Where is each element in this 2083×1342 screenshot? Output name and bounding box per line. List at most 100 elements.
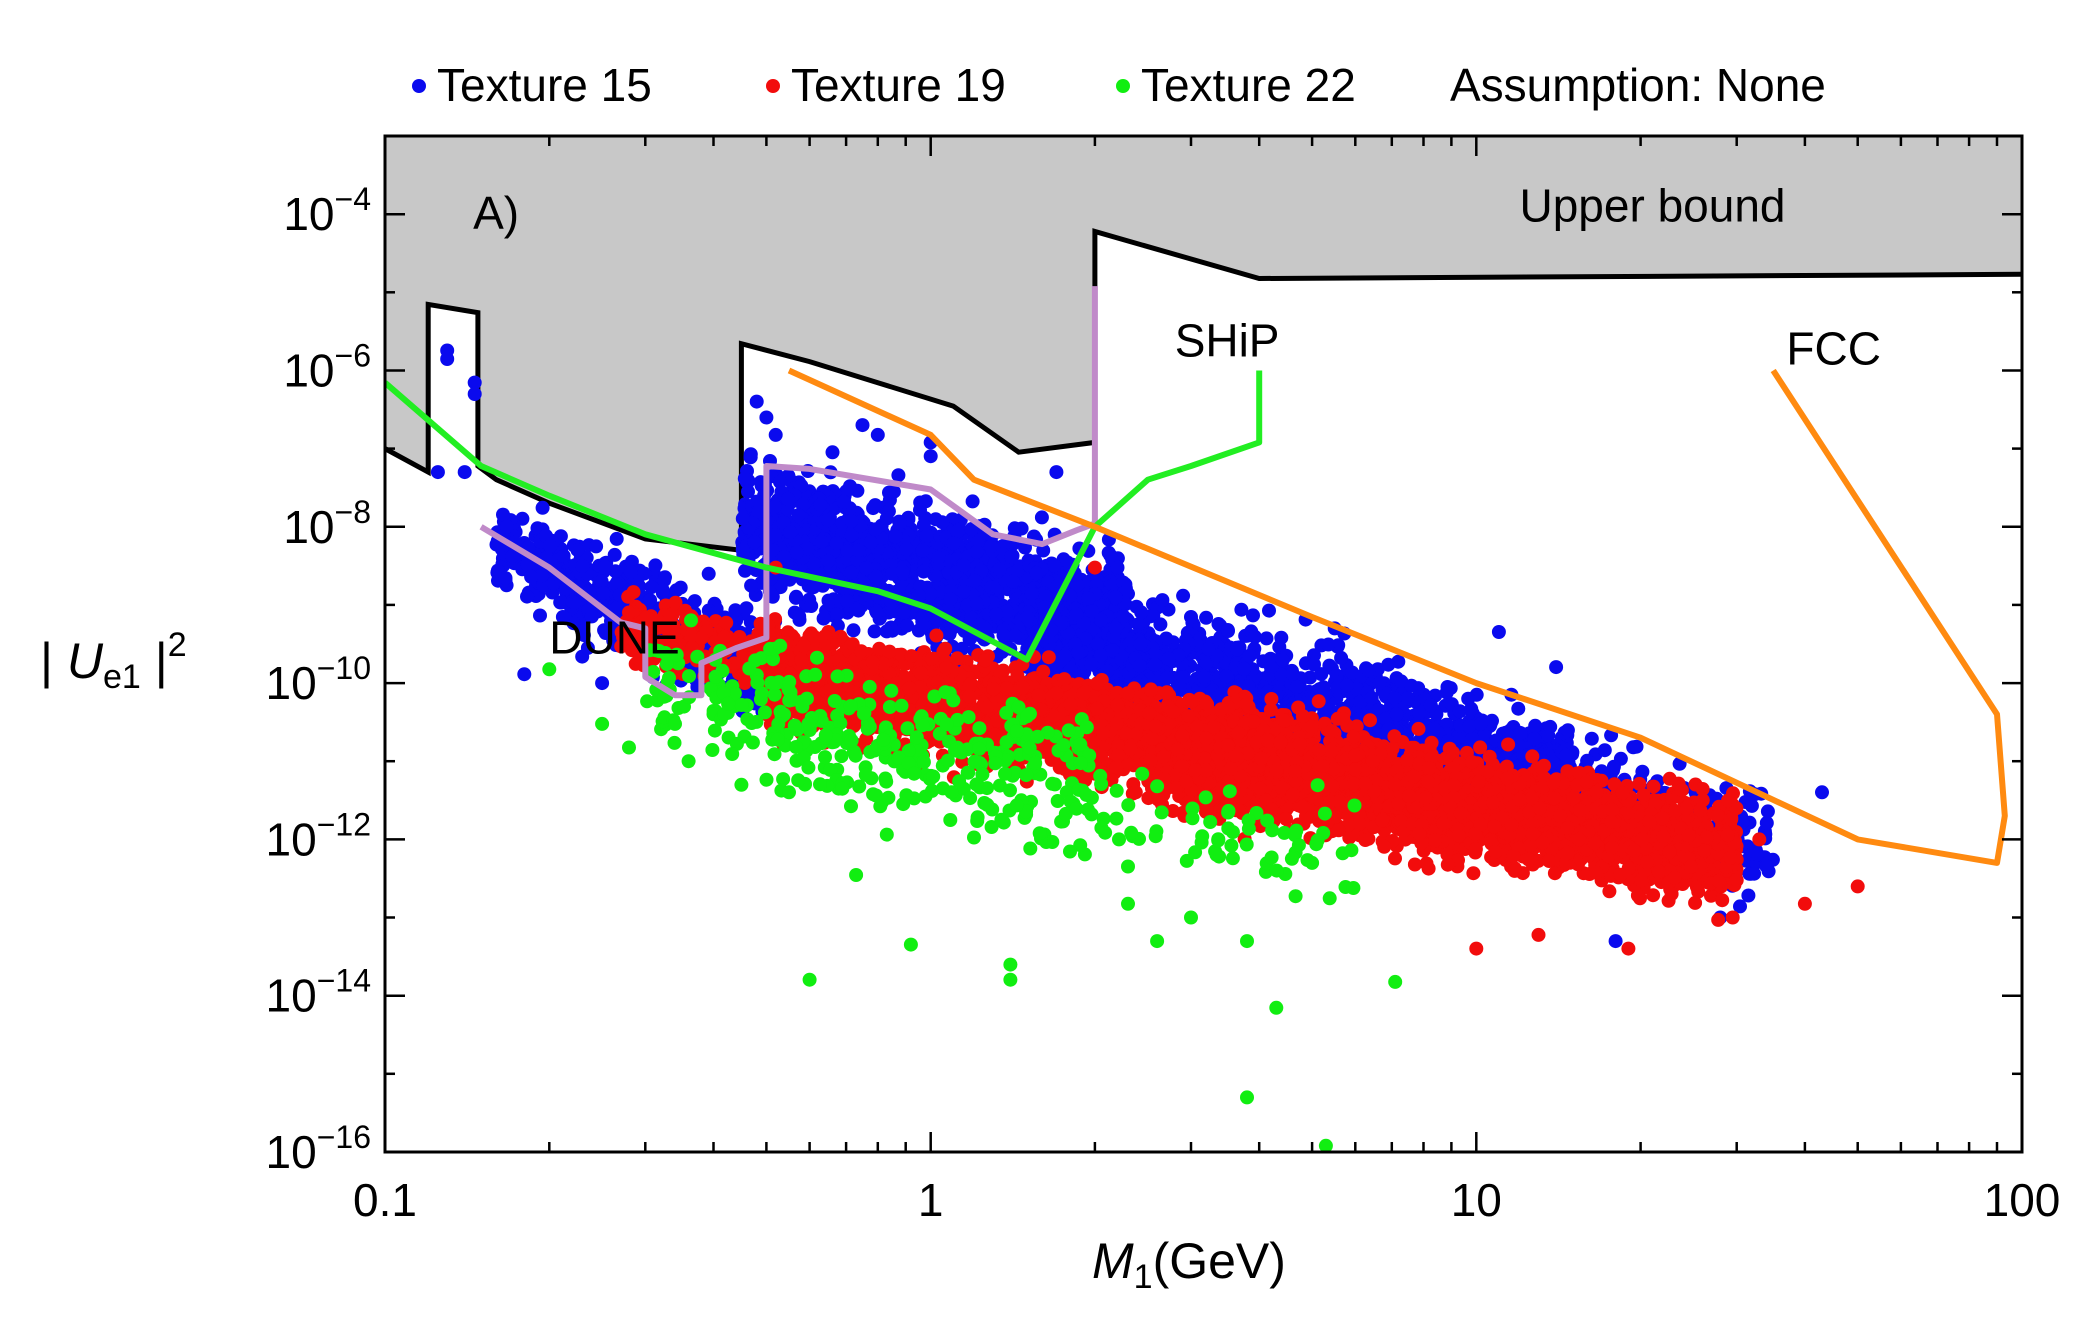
- point-0-1981: [1047, 558, 1062, 573]
- point-0-2011: [768, 528, 783, 542]
- point-0-2016: [868, 522, 883, 537]
- point-0-3250: [1093, 648, 1108, 663]
- point-0-3514: [1559, 748, 1574, 763]
- point-0-3658: [1549, 660, 1564, 675]
- point-0-3315: [1132, 658, 1147, 673]
- point-0-3248: [1372, 676, 1387, 690]
- point-0-1677: [735, 511, 750, 526]
- point-0-3663: [595, 676, 610, 691]
- point-0-448: [555, 610, 570, 624]
- point-0-3251: [1389, 707, 1404, 722]
- point-0-3657: [1491, 625, 1506, 639]
- point-0-1865: [747, 535, 762, 550]
- point-0-1571: [739, 601, 754, 616]
- point-0-2003: [989, 607, 1004, 622]
- point-0-1965: [946, 536, 961, 551]
- point-0-481: [598, 559, 613, 574]
- point-0-1968: [791, 508, 806, 523]
- point-0-1990: [931, 550, 946, 565]
- point-0-1875: [780, 502, 795, 517]
- point-0-1961: [969, 596, 984, 611]
- point-0-3190: [1219, 669, 1234, 684]
- point-0-440: [623, 564, 638, 579]
- point-0-1862: [738, 563, 752, 578]
- point-0-3637: [1527, 732, 1542, 746]
- point-0-1544: [965, 494, 980, 509]
- point-0-3308: [1307, 657, 1321, 672]
- point-0-3104: [1387, 691, 1402, 705]
- point-0-393: [655, 583, 670, 598]
- point-0-1837: [879, 624, 894, 639]
- point-0-160: [673, 580, 688, 595]
- point-0-8: [535, 500, 550, 515]
- point-0-1938: [863, 535, 878, 550]
- point-0-1995: [814, 534, 829, 549]
- point-0-2013: [792, 612, 807, 627]
- point-0-1972: [821, 554, 836, 569]
- point-0-2931: [1131, 617, 1146, 632]
- point-0-488: [584, 609, 599, 624]
- point-0-3283: [1201, 642, 1216, 656]
- point-0-1804: [1008, 628, 1022, 643]
- point-0-3193: [1020, 610, 1035, 625]
- point-0-3489: [1759, 816, 1774, 830]
- point-0-1907: [996, 628, 1011, 643]
- point-0-3210: [1176, 670, 1191, 685]
- point-0-3310: [1316, 680, 1331, 695]
- point-0-3316: [1394, 674, 1409, 689]
- point-0-1534: [919, 529, 934, 544]
- point-0-3661: [1608, 934, 1623, 949]
- point-0-702: [846, 623, 861, 638]
- point-0-1788: [999, 604, 1014, 619]
- point-0-3455: [1543, 719, 1558, 734]
- point-0-2019: [895, 564, 910, 579]
- point-0-3311: [1400, 691, 1415, 706]
- point-0-1964: [821, 513, 836, 528]
- point-0-3589: [1759, 859, 1774, 874]
- point-0-3580: [1462, 719, 1477, 734]
- point-0-3230: [1513, 726, 1528, 741]
- point-0-3186: [1058, 648, 1073, 663]
- point-0-2453: [1176, 588, 1191, 603]
- point-0-493: [520, 589, 534, 604]
- point-0-1849: [844, 528, 859, 543]
- legend-marker-texture-15: [412, 79, 426, 93]
- point-0-3654: [1049, 465, 1064, 480]
- point-0-3494: [1744, 798, 1759, 813]
- point-0-2589: [1262, 603, 1276, 618]
- point-0-1991: [859, 561, 874, 576]
- point-0-1218: [916, 518, 931, 533]
- point-0-3187: [1133, 636, 1148, 651]
- point-0-473: [728, 603, 743, 618]
- point-0-3254: [1197, 670, 1212, 685]
- point-0-1452: [1007, 521, 1022, 536]
- point-0-1892: [844, 514, 859, 528]
- point-0-1956: [915, 543, 930, 558]
- point-0-3659: [1815, 785, 1829, 800]
- point-0-2006: [943, 592, 958, 607]
- point-0-3614: [1629, 739, 1644, 754]
- point-0-2527: [1274, 630, 1289, 645]
- point-0-1998: [781, 492, 795, 506]
- point-0-3509: [1511, 701, 1526, 716]
- point-0-1994: [916, 564, 931, 579]
- point-0-516: [500, 519, 514, 534]
- legend-assumption-note: Assumption: None: [1450, 59, 1826, 111]
- point-0-3100: [1345, 665, 1360, 680]
- point-0-2751: [1234, 602, 1249, 617]
- point-1-281: [717, 630, 732, 644]
- point-0-3276: [1290, 679, 1304, 694]
- point-0-114: [648, 558, 663, 573]
- legend: Texture 15 Texture 19 Texture 22 Assumpt…: [412, 59, 1826, 111]
- point-0-1966: [967, 573, 982, 588]
- point-0-1936: [804, 599, 819, 613]
- point-0-1432: [868, 498, 883, 513]
- point-0-514: [556, 548, 571, 563]
- point-1-275: [626, 585, 641, 600]
- point-0-2018: [813, 498, 828, 512]
- point-0-445: [687, 594, 702, 609]
- point-0-505: [644, 580, 659, 595]
- point-0-3646: [517, 667, 532, 682]
- point-0-3242: [1242, 648, 1257, 663]
- point-0-341: [580, 640, 595, 655]
